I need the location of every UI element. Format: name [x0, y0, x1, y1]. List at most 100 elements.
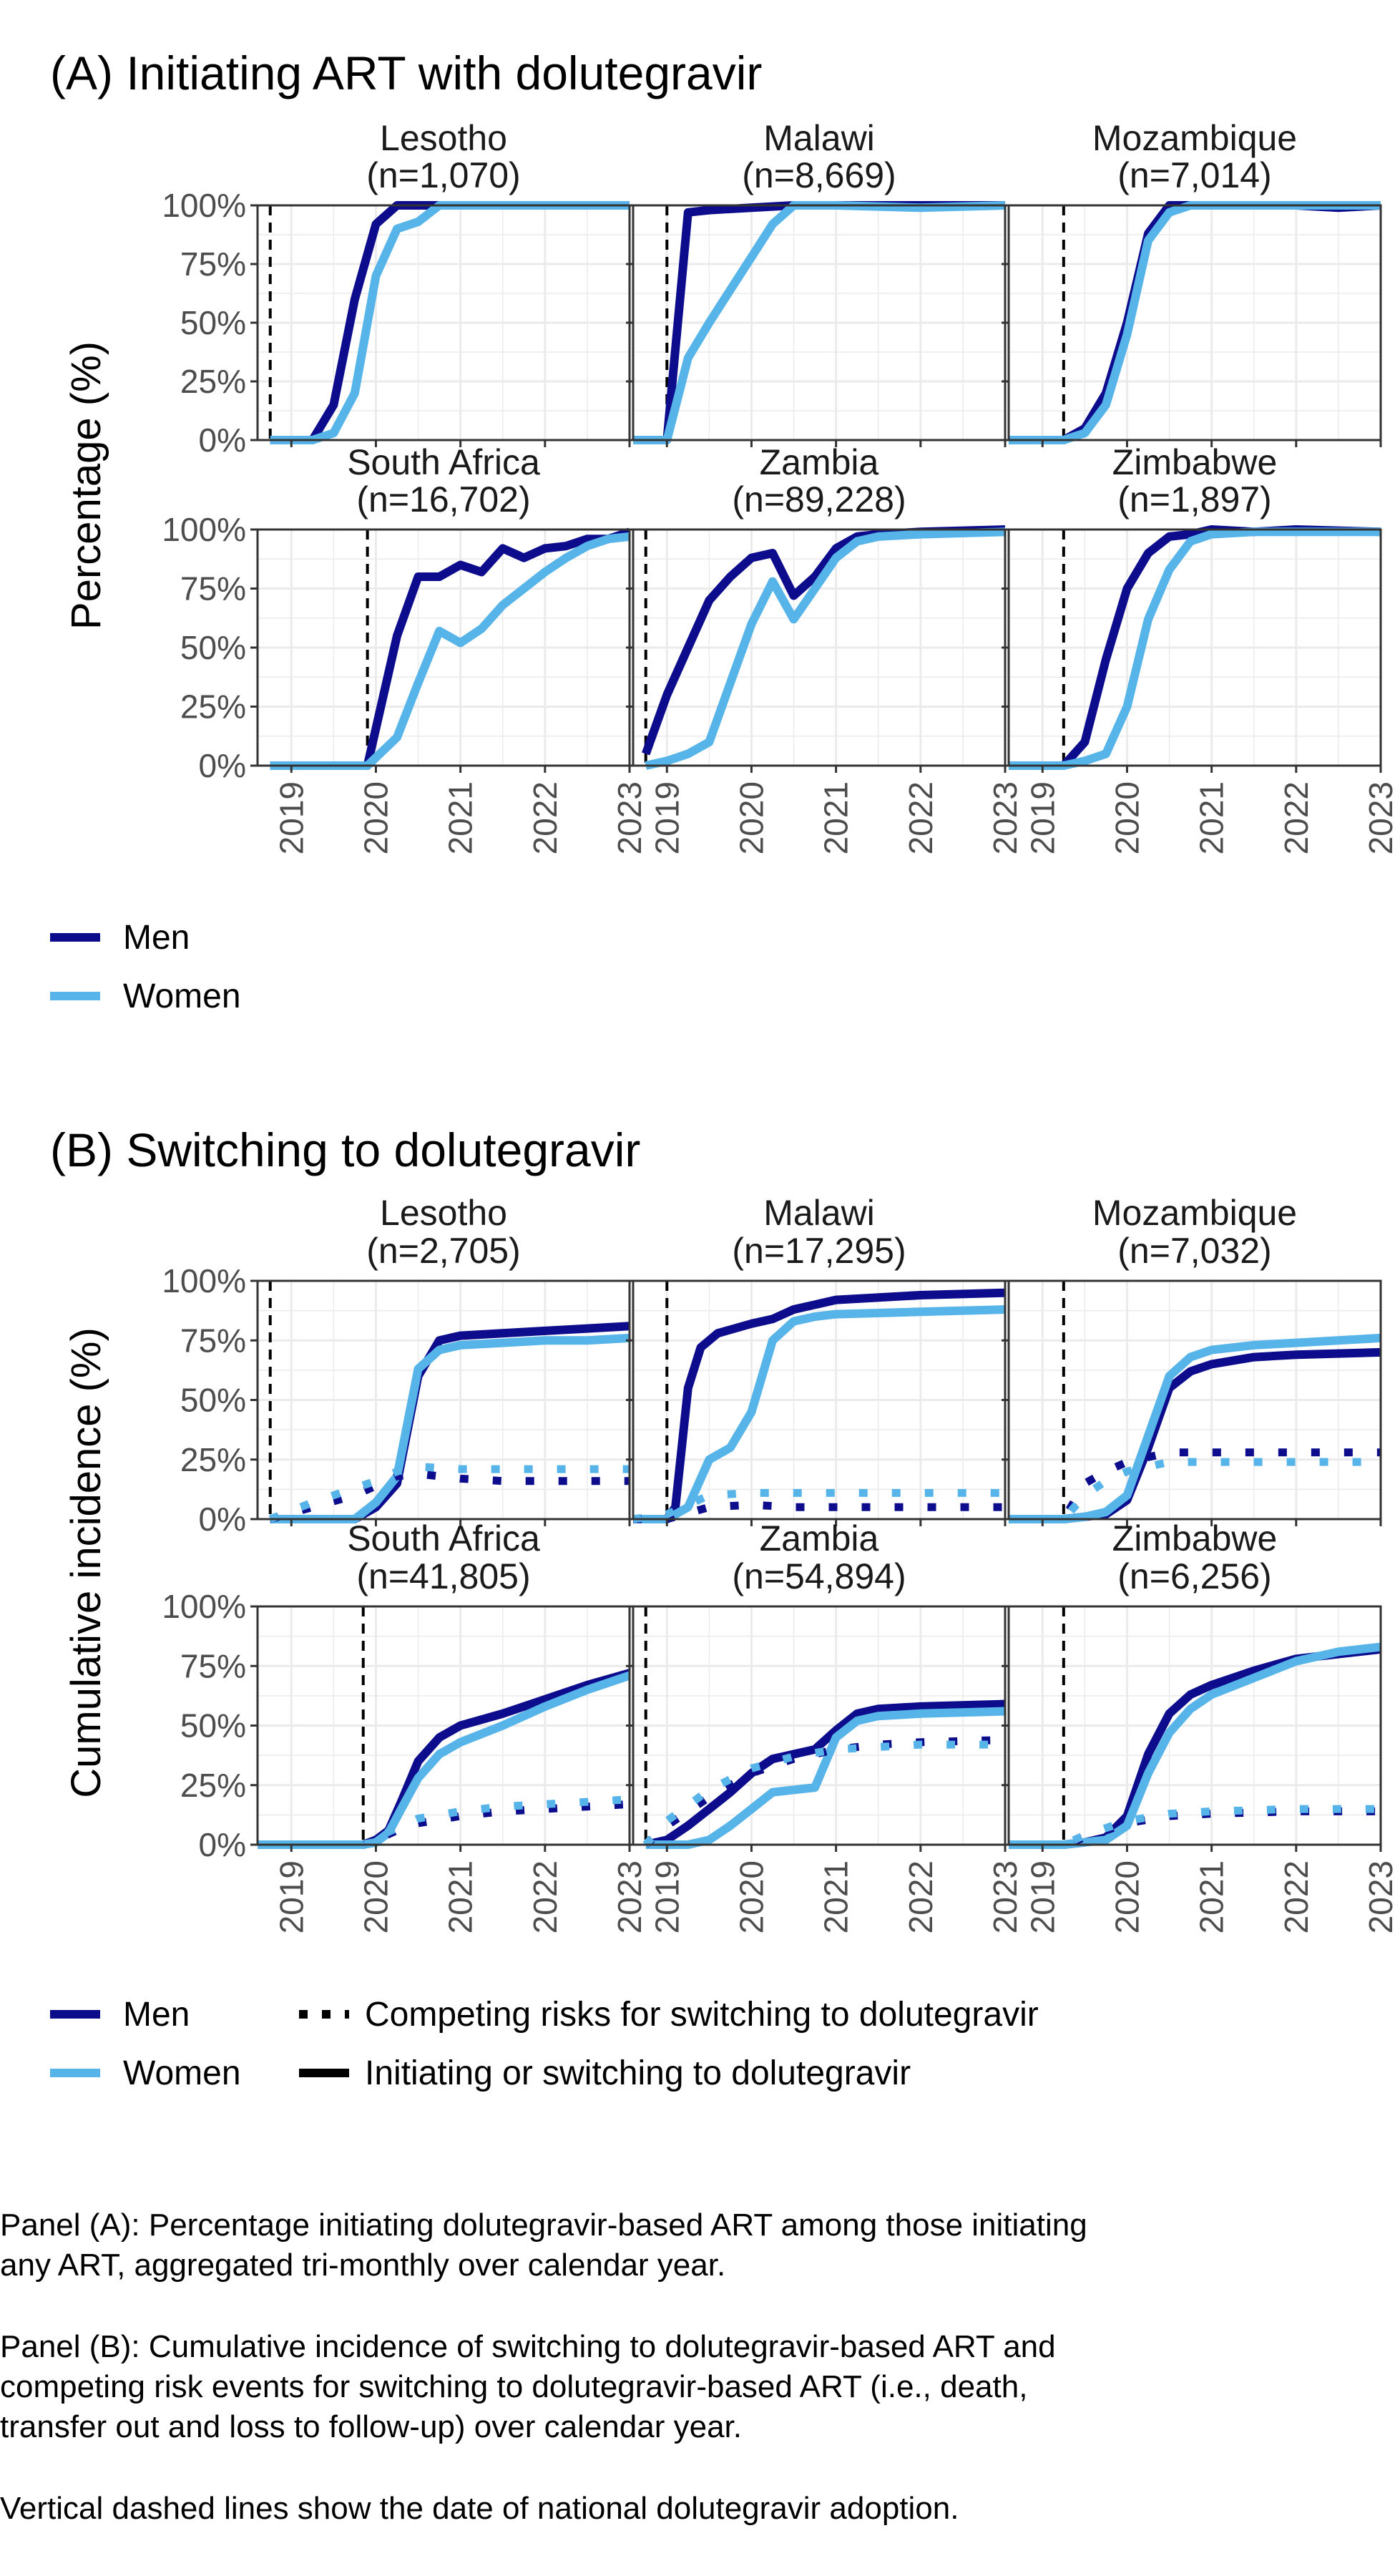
- p0-f2-facet-title: Mozambique: [1092, 118, 1297, 158]
- p0-f3-facet-title: South Africa: [347, 442, 540, 482]
- p1-f4-xtick-label: 2020: [733, 1860, 770, 1933]
- p0-f3-ytick-label: 100%: [162, 511, 246, 548]
- p1-f3-ytick-label: 25%: [180, 1767, 246, 1804]
- p0-f3-xtick-label: 2019: [273, 781, 310, 854]
- p0-f5-xtick-label: 2023: [1362, 781, 1395, 854]
- p1-f3-xtick-label: 2023: [611, 1860, 648, 1933]
- p0-f5-xtick-label: 2021: [1193, 781, 1230, 854]
- p1-f1-facet-title: Malawi: [763, 1193, 875, 1233]
- legend-label-men-0: Men: [123, 919, 190, 957]
- legend-label-competing-risks: Competing risks for switching to doluteg…: [365, 1996, 1039, 2034]
- footnote-panel-a-line2: any ART, aggregated tri-monthly over cal…: [0, 2248, 726, 2283]
- p1-f5-xtick-label: 2020: [1108, 1860, 1145, 1933]
- p0-f2-facet-n: (n=7,014): [1117, 155, 1271, 195]
- p0-f3-xtick-label: 2023: [611, 781, 648, 854]
- legend-label-women-0: Women: [123, 977, 241, 1015]
- p1-f3-ytick-label: 50%: [180, 1707, 246, 1745]
- p1-f4-xtick-label: 2021: [818, 1860, 855, 1933]
- footnote-panel-b-line1: Panel (B): Cumulative incidence of switc…: [0, 2329, 1056, 2364]
- p0-f4-xtick-label: 2023: [987, 781, 1024, 854]
- p0-f4-series-women: [645, 527, 1006, 770]
- p1-f4-xtick-label: 2023: [987, 1860, 1024, 1933]
- p0-f1-facet-n: (n=8,669): [742, 155, 896, 195]
- p0-f3-xtick-label: 2021: [442, 781, 479, 854]
- p1-f2-facet-title: Mozambique: [1092, 1193, 1297, 1233]
- p1-f0-ytick-label: 50%: [180, 1382, 246, 1419]
- footnote-adoption-line: Vertical dashed lines show the date of n…: [0, 2491, 959, 2526]
- p0-f4-xtick-label: 2022: [902, 781, 939, 854]
- p0-f3-ytick-label: 75%: [180, 570, 246, 608]
- p1-f0-ytick-label: 75%: [180, 1322, 246, 1359]
- p1-f4-facet-n: (n=54,894): [732, 1556, 906, 1596]
- footnote-panel-a-line1: Panel (A): Percentage initiating doluteg…: [0, 2207, 1087, 2243]
- dolutegravir-figure: (A) Initiating ART with dolutegravir Perc…: [50, 47, 1395, 2092]
- p1-f0-facet-n: (n=2,705): [366, 1231, 520, 1271]
- p1-f0-ytick-label: 25%: [180, 1441, 246, 1478]
- y-axis-label-1: Cumulative incidence (%): [63, 1327, 109, 1798]
- p0-f3-ytick-label: 0%: [199, 747, 246, 784]
- p1-f5-facet-n: (n=6,256): [1117, 1556, 1271, 1596]
- p0-f0-ytick-label: 75%: [180, 245, 246, 283]
- p0-f5-series-women: [1009, 527, 1381, 770]
- p0-f1-facet-title: Malawi: [763, 118, 875, 158]
- p0-f3-facet-n: (n=16,702): [356, 479, 530, 519]
- p0-f4-facet-n: (n=89,228): [732, 479, 906, 519]
- p1-f0-series-men-dotted: [269, 1470, 630, 1523]
- p1-f2-facet-n: (n=7,032): [1117, 1231, 1271, 1271]
- p1-f3-facet-n: (n=41,805): [356, 1556, 530, 1596]
- p0-f0-ytick-label: 0%: [199, 421, 246, 459]
- legend-label-men-1: Men: [123, 1996, 190, 2034]
- p0-f3-xtick-label: 2022: [527, 781, 564, 854]
- p1-f3-series-women-solid: [258, 1671, 631, 1849]
- p1-f3-xtick-label: 2020: [357, 1860, 394, 1933]
- p1-f5-xtick-label: 2022: [1278, 1860, 1315, 1933]
- footnote-panel-b-line2: competing risk events for switching to d…: [0, 2369, 1028, 2404]
- p0-f5-facet-title: Zimbabwe: [1112, 442, 1278, 482]
- p1-f3-xtick-label: 2019: [273, 1860, 310, 1933]
- legend-label-initiating-switching: Initiating or switching to dolutegravir: [365, 2054, 911, 2092]
- p1-f1-series-men-dotted: [633, 1501, 1005, 1523]
- p1-f3-ytick-label: 0%: [199, 1826, 246, 1863]
- p1-f2-series-women-solid: [1009, 1333, 1381, 1523]
- p0-f3-ytick-label: 50%: [180, 629, 246, 666]
- p1-f3-ytick-label: 100%: [162, 1588, 246, 1625]
- p1-f3-xtick-label: 2021: [442, 1860, 479, 1933]
- p1-f1-series-men-solid: [633, 1288, 1006, 1523]
- p1-f2-series-women-dotted: [1009, 1458, 1381, 1523]
- p1-f3-ytick-label: 75%: [180, 1647, 246, 1684]
- p1-f3-facet-title: South Africa: [347, 1518, 540, 1558]
- p1-f0-ytick-label: 100%: [162, 1262, 246, 1299]
- y-axis-label-0: Percentage (%): [63, 341, 109, 630]
- p1-f3-xtick-label: 2022: [527, 1860, 564, 1933]
- p0-f4-facet-title: Zambia: [760, 442, 879, 482]
- footnote-panel-b-line3: transfer out and loss to follow-up) over…: [0, 2409, 742, 2444]
- p1-f4-series-men-dotted: [643, 1736, 1006, 1848]
- p0-f3-xtick-label: 2020: [357, 781, 394, 854]
- p1-f0-facet-title: Lesotho: [380, 1193, 507, 1233]
- p1-f4-xtick-label: 2019: [648, 1860, 685, 1933]
- p1-f5-xtick-label: 2023: [1362, 1860, 1395, 1933]
- p1-f1-facet-n: (n=17,295): [732, 1231, 906, 1271]
- p0-f0-ytick-label: 100%: [162, 187, 246, 224]
- p1-f1-series-women-solid: [633, 1305, 1006, 1523]
- p0-f5-facet-n: (n=1,897): [1117, 479, 1271, 519]
- p0-f5-xtick-label: 2020: [1108, 781, 1145, 854]
- p0-f0-ytick-label: 25%: [180, 363, 246, 400]
- p0-f0-facet-n: (n=1,070): [366, 155, 520, 195]
- p1-f4-xtick-label: 2022: [902, 1860, 939, 1933]
- p0-f5-xtick-label: 2019: [1024, 781, 1061, 854]
- p1-f5-xtick-label: 2021: [1193, 1860, 1230, 1933]
- p0-f3-ytick-label: 25%: [180, 688, 246, 726]
- p0-f4-xtick-label: 2020: [733, 781, 770, 854]
- panel-title-0: (A) Initiating ART with dolutegravir: [50, 47, 762, 99]
- p1-f5-facet-title: Zimbabwe: [1112, 1518, 1278, 1558]
- panel-title-1: (B) Switching to dolutegravir: [50, 1123, 640, 1176]
- p1-f0-series-women-dotted: [268, 1463, 630, 1523]
- p1-f5-series-women-solid: [1009, 1642, 1381, 1849]
- p0-f5-xtick-label: 2022: [1278, 781, 1315, 854]
- p1-f5-xtick-label: 2019: [1024, 1860, 1061, 1933]
- p1-f4-facet-title: Zambia: [760, 1518, 879, 1558]
- p0-f0-facet-title: Lesotho: [380, 118, 507, 158]
- p0-f4-xtick-label: 2021: [818, 781, 855, 854]
- p1-f0-ytick-label: 0%: [199, 1501, 246, 1538]
